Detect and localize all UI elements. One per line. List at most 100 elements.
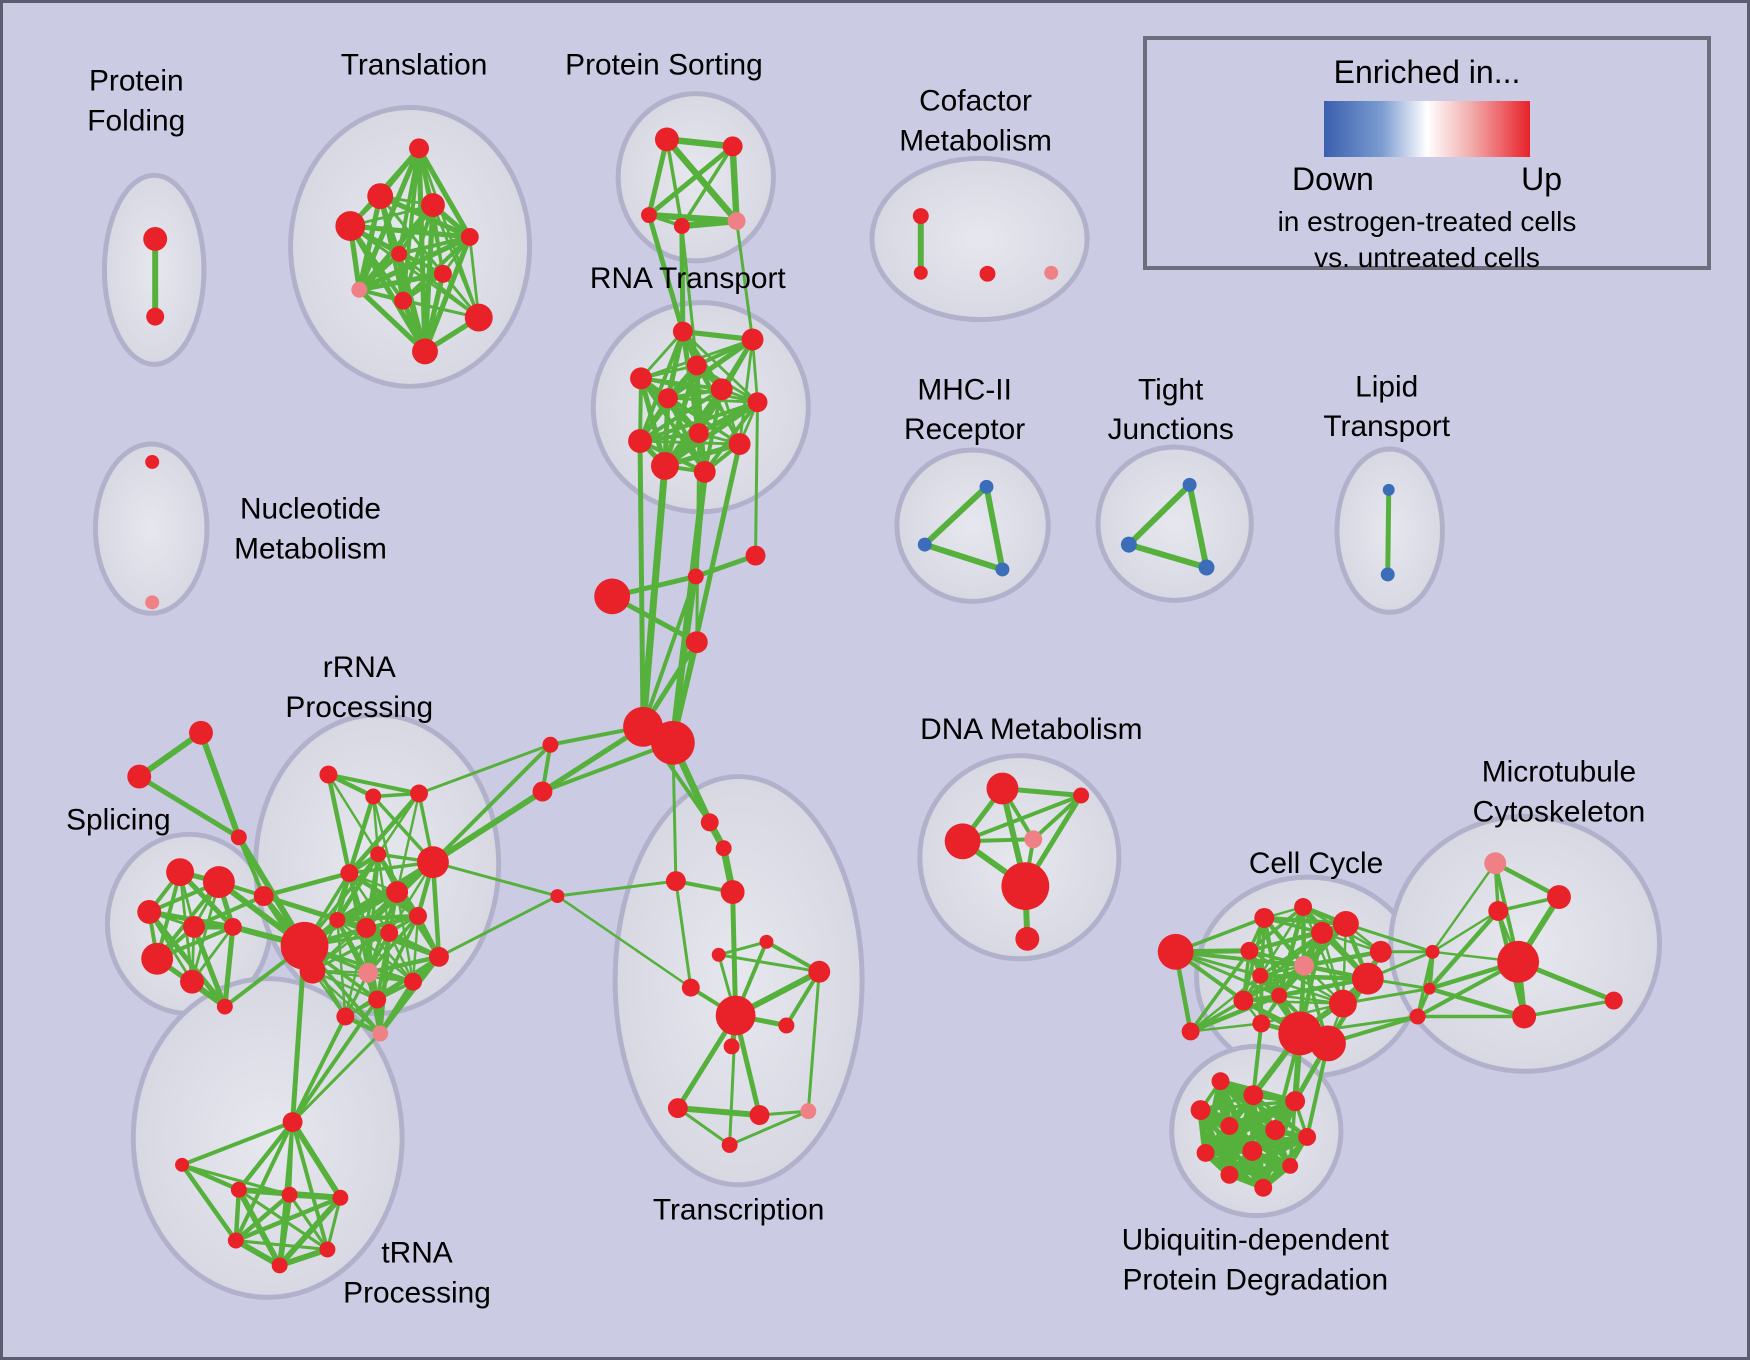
node-splicing-triangle — [189, 720, 213, 745]
node-splicing — [183, 915, 205, 938]
edge — [233, 1187, 242, 1243]
edge — [638, 439, 741, 446]
node-transcription — [715, 840, 732, 857]
node-rrna-processing — [280, 921, 329, 970]
node-cell-cycle — [1351, 962, 1384, 995]
node-cell-cycle — [1157, 933, 1194, 970]
node-translation — [421, 193, 445, 218]
legend-caption-line2: vs. untreated cells — [1314, 242, 1540, 273]
cluster-label-protein-folding: Protein Folding — [87, 64, 185, 137]
edge — [311, 969, 382, 1035]
node-transcription — [700, 813, 719, 832]
edge — [347, 223, 428, 355]
cluster-label-rrna-processing: rRNA Processing — [285, 651, 433, 724]
edge — [417, 743, 552, 795]
edge — [678, 217, 740, 230]
edge — [983, 483, 1006, 573]
node-transcription — [808, 960, 831, 983]
edge — [637, 438, 646, 730]
node-translation — [351, 281, 368, 298]
node-rrna-processing — [386, 881, 409, 904]
node-rrna-processing — [368, 990, 387, 1009]
node-rna-transport — [686, 355, 707, 376]
node-splicing — [223, 917, 242, 936]
edge — [1242, 999, 1345, 1005]
node-mhc-ii-receptor — [995, 562, 1010, 577]
cluster-label-rna-transport: RNA Transport — [590, 261, 787, 294]
node-nucleotide-metabolism — [145, 595, 160, 610]
edge — [1431, 909, 1500, 954]
edge — [222, 924, 236, 1010]
node-splicing — [141, 942, 174, 975]
node-splicing — [216, 998, 233, 1015]
cluster-label-protein-sorting: Protein Sorting — [565, 48, 763, 81]
node-cell-cycle — [1271, 987, 1288, 1004]
node-microtubule-cytoskeleton — [1488, 901, 1509, 921]
node-cell-cycle — [1254, 907, 1275, 928]
edge — [356, 251, 402, 293]
cluster-label-lipid-transport: Lipid Transport — [1323, 370, 1450, 443]
node-connectors — [532, 781, 553, 802]
node-ubiquitin-degradation — [1220, 1117, 1239, 1135]
node-cell-cycle — [1181, 1022, 1200, 1041]
node-connectors — [685, 631, 708, 654]
node-ubiquitin-degradation — [1220, 1165, 1239, 1184]
node-ubiquitin-degradation — [1243, 1085, 1264, 1106]
node-rna-transport — [628, 429, 652, 454]
node-tight-junctions — [1182, 477, 1197, 492]
edge — [1226, 1162, 1294, 1179]
cluster-ellipse-nucleotide-metabolism — [92, 441, 210, 616]
edge — [1125, 481, 1193, 548]
edge — [356, 287, 428, 355]
edge — [1415, 950, 1435, 1019]
edge — [236, 835, 266, 899]
node-rrna-processing — [370, 846, 387, 863]
node-protein-sorting — [641, 207, 657, 224]
edge — [646, 212, 686, 335]
node-translation — [391, 245, 408, 262]
node-rna-transport — [650, 452, 679, 480]
edge — [662, 399, 761, 469]
node-microtubule-cytoskeleton — [1547, 885, 1571, 909]
node-protein-sorting — [722, 136, 743, 157]
node-cell-cycle — [1311, 921, 1333, 944]
edge — [1186, 481, 1210, 571]
node-ubiquitin-degradation — [1254, 1178, 1273, 1197]
node-translation — [409, 138, 429, 159]
node-cell-cycle — [1252, 1014, 1271, 1033]
edge — [1341, 987, 1432, 1006]
legend-gradient-bar — [1324, 101, 1530, 157]
node-rna-transport — [630, 367, 652, 390]
cluster-ellipse-mhc-ii-receptor — [894, 447, 1051, 604]
edge — [1301, 949, 1384, 968]
node-protein-sorting — [654, 127, 679, 152]
node-rna-transport — [710, 378, 733, 401]
edge — [1427, 986, 1527, 1019]
node-transcription — [711, 947, 726, 962]
edge — [1301, 905, 1345, 1005]
node-cell-cycle — [1294, 898, 1313, 916]
cluster-label-splicing: Splicing — [66, 803, 171, 836]
edge — [431, 860, 559, 898]
edge — [1251, 1021, 1264, 1098]
edge — [717, 953, 821, 974]
edge — [261, 870, 352, 899]
node-ubiquitin-degradation — [1242, 1140, 1263, 1161]
edge — [671, 741, 678, 883]
legend-down-label: Down — [1292, 161, 1374, 197]
cluster-ellipse-cofactor-metabolism — [869, 155, 1090, 323]
edge — [290, 997, 380, 1125]
node-nucleotide-metabolism — [145, 454, 160, 469]
edge — [372, 795, 380, 856]
node-rrna-processing — [329, 911, 346, 928]
node-microtubule-cytoskeleton — [1484, 852, 1507, 875]
node-cell-cycle — [1310, 1025, 1346, 1062]
node-ubiquitin-degradation — [1285, 1091, 1306, 1112]
node-connectors — [687, 568, 704, 585]
edge — [276, 1194, 344, 1269]
node-translation — [394, 291, 413, 310]
edge — [288, 1193, 329, 1252]
edge — [192, 894, 266, 929]
edge — [540, 740, 675, 794]
